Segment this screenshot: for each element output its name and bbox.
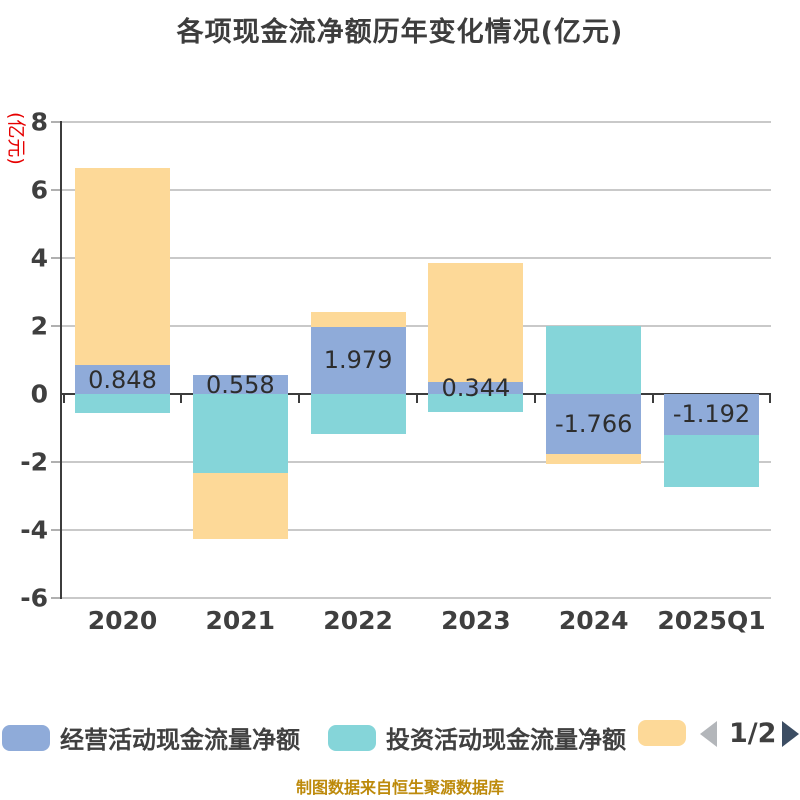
- bar-segment-financing-2023[interactable]: [428, 263, 524, 383]
- y-tick-label: 0: [30, 379, 48, 409]
- legend-item-investing[interactable]: 投资活动现金流量净额: [328, 720, 626, 755]
- x-axis-tick: [651, 394, 654, 403]
- y-axis-tick: [51, 529, 60, 531]
- x-tick-label: 2024: [558, 606, 629, 635]
- x-axis-tick: [415, 394, 418, 403]
- bar-segment-investing-2023[interactable]: [428, 394, 524, 413]
- legend-item-financing[interactable]: [638, 720, 696, 746]
- gridline: [60, 325, 771, 327]
- bar-segment-operating-2025Q1[interactable]: [663, 394, 759, 435]
- y-tick-label: 8: [30, 107, 48, 137]
- bar-segment-operating-2023[interactable]: [428, 382, 524, 394]
- bar-segment-investing-2020[interactable]: [74, 394, 170, 414]
- legend-swatch-financing: [638, 720, 686, 746]
- legend-item-operating[interactable]: 经营活动现金流量净额: [2, 720, 300, 755]
- bar-segment-financing-2020[interactable]: [74, 167, 170, 366]
- bar-segment-financing-2021[interactable]: [192, 472, 288, 539]
- bar-value-label: -1.192: [672, 400, 751, 429]
- bar-segment-operating-2021[interactable]: [192, 375, 288, 394]
- gridline: [60, 597, 771, 599]
- bar-value-label: 1.979: [323, 346, 393, 375]
- x-tick-label: 2022: [323, 606, 393, 635]
- legend: 经营活动现金流量净额 投资活动现金流量净额 1/2: [0, 718, 800, 754]
- y-tick-label: -2: [20, 447, 48, 477]
- x-axis-tick: [769, 394, 772, 403]
- bar-value-label: 0.344: [441, 374, 511, 403]
- gridline: [60, 461, 771, 463]
- y-tick-label: -4: [20, 515, 48, 545]
- bar-value-label: 0.558: [205, 370, 275, 399]
- gridline: [60, 257, 771, 259]
- bar-segment-investing-2021[interactable]: [192, 394, 288, 473]
- y-axis-tick: [51, 257, 60, 259]
- legend-prev-page-icon[interactable]: [700, 721, 717, 747]
- x-axis-tick: [298, 394, 301, 403]
- bar-value-label: 0.848: [88, 365, 157, 394]
- legend-label-operating: 经营活动现金流量净额: [60, 726, 300, 754]
- bar-segment-operating-2022[interactable]: [310, 326, 406, 394]
- y-tick-label: 4: [30, 243, 48, 273]
- x-tick-label: 2025Q1: [657, 606, 766, 635]
- x-tick-label: 2023: [441, 606, 511, 635]
- bar-segment-investing-2022[interactable]: [310, 394, 406, 435]
- bar-segment-operating-2020[interactable]: [74, 365, 170, 394]
- y-axis-tick: [51, 121, 60, 123]
- legend-next-page-icon[interactable]: [782, 721, 799, 747]
- y-axis-tick: [51, 597, 60, 599]
- legend-swatch-operating: [2, 724, 50, 751]
- bar-segment-operating-2024[interactable]: [546, 394, 642, 455]
- x-tick-label: 2020: [87, 606, 158, 635]
- gridline: [60, 121, 771, 123]
- x-axis-tick: [180, 394, 183, 403]
- y-axis-tick: [51, 461, 60, 463]
- gridline: [60, 189, 771, 191]
- plot-area: 8 6 4 2 0 -2 -4 -6 2020 2021 2022 2023 2024 2025Q1 0.8…: [20, 107, 772, 635]
- legend-swatch-investing: [328, 724, 376, 751]
- y-tick-label: 6: [30, 175, 48, 205]
- x-axis-tick: [62, 394, 65, 403]
- bar-segment-financing-2024[interactable]: [546, 454, 642, 465]
- bar-segment-investing-2025Q1[interactable]: [663, 434, 759, 488]
- bar-value-label: -1.766: [555, 410, 633, 439]
- bar-segment-investing-2024[interactable]: [546, 326, 642, 394]
- x-tick-label: 2021: [205, 606, 276, 635]
- gridline: [60, 529, 771, 531]
- y-tick-label: 2: [30, 311, 48, 341]
- zero-axis-line: [60, 393, 771, 395]
- y-axis-tick: [51, 189, 60, 191]
- bar-segment-financing-2022[interactable]: [310, 312, 406, 327]
- y-axis-tick: [51, 325, 60, 327]
- x-axis-tick: [533, 394, 536, 403]
- y-axis-line: [60, 121, 62, 599]
- footer-source-note: 制图数据来自恒生聚源数据库: [295, 778, 504, 797]
- chart-title: 各项现金流净额历年变化情况(亿元): [176, 17, 624, 48]
- legend-page-indicator: 1/2: [729, 718, 777, 749]
- legend-label-investing: 投资活动现金流量净额: [386, 726, 626, 754]
- y-tick-label: -6: [20, 583, 48, 613]
